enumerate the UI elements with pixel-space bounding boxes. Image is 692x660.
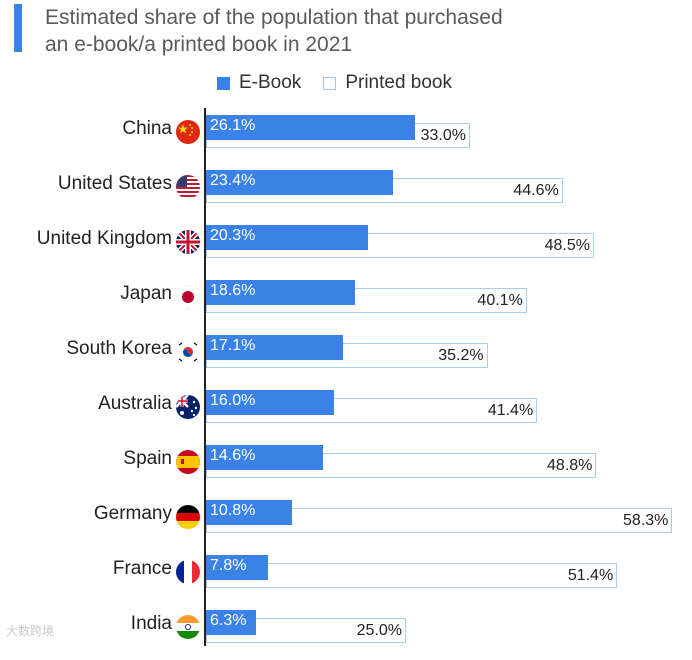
bar-ebook (206, 335, 343, 360)
data-label-ebook: 10.8% (210, 502, 256, 519)
y-axis-line (204, 108, 206, 646)
bar-ebook (206, 445, 323, 470)
chart-title-line-2: an e-book/a printed book in 2021 (45, 33, 353, 56)
data-label-ebook: 6.3% (210, 612, 247, 629)
data-label-printed: 35.2% (438, 347, 484, 364)
usa-flag-icon (176, 175, 200, 199)
data-label-printed: 51.4% (567, 567, 614, 584)
data-label-ebook: 20.3% (210, 227, 256, 244)
india-flag-icon (176, 615, 200, 639)
china-flag-icon (176, 120, 200, 144)
category-label: France (112, 558, 172, 579)
bar-row-germany: Germany 10.8% 58.3% (0, 495, 692, 550)
category-label: Spain (123, 448, 172, 469)
legend-swatch-ebook (217, 76, 230, 90)
australia-flag-icon (176, 395, 200, 419)
legend-label-ebook: E-Book (239, 72, 302, 93)
data-label-ebook: 7.8% (210, 557, 247, 574)
germany-flag-icon (176, 505, 200, 529)
legend-item-ebook: E-Book (217, 72, 301, 94)
data-label-printed: 25.0% (356, 622, 402, 639)
south-korea-flag-icon (176, 340, 200, 364)
bar-ebook (206, 610, 257, 635)
category-label: Germany (93, 503, 172, 524)
bar-ebook (206, 280, 355, 305)
bar-row-france: France 7.8% 51.4% (0, 550, 692, 605)
data-label-printed: 48.5% (544, 237, 590, 254)
legend-item-printed: Printed book (323, 72, 452, 94)
category-label: Australia (98, 393, 172, 414)
category-label: India (130, 613, 172, 634)
bar-ebook (206, 500, 293, 525)
watermark: 大数跨境 (6, 624, 55, 638)
chart-title: Estimated share of the population that p… (45, 4, 665, 58)
category-label: United Kingdom (36, 228, 172, 249)
chart-legend: E-Book Printed book (217, 72, 474, 94)
data-label-ebook: 26.1% (210, 117, 256, 134)
bar-row-united-kingdom: United Kingdom 20.3% 48.5% (0, 220, 692, 275)
legend-swatch-printed (323, 76, 337, 90)
bar-row-united-states: United States 23.4% 44.6% (0, 165, 692, 220)
category-label: South Korea (66, 338, 172, 359)
uk-flag-icon (176, 230, 200, 254)
bar-ebook (206, 115, 415, 140)
data-label-ebook: 18.6% (210, 282, 256, 299)
category-label: United States (57, 173, 172, 194)
bar-ebook (206, 170, 394, 195)
category-label: China (122, 118, 172, 139)
data-label-printed: 40.1% (477, 292, 523, 309)
spain-flag-icon (176, 450, 200, 474)
data-label-printed: 41.4% (487, 402, 534, 419)
data-label-printed: 33.0% (420, 127, 466, 144)
bar-ebook (206, 390, 334, 415)
bar-ebook (206, 225, 369, 250)
bar-row-india: India 6.3% 25.0% (0, 605, 692, 660)
data-label-printed: 58.3% (623, 512, 669, 529)
legend-label-printed: Printed book (345, 72, 452, 93)
bar-printed-book (206, 563, 618, 588)
japan-flag-icon (176, 285, 200, 309)
bar-row-australia: Australia 16.0% 41.4% (0, 385, 692, 440)
data-label-ebook: 17.1% (210, 337, 256, 354)
title-accent-bar (14, 4, 22, 52)
bar-row-south-korea: South Korea 17.1% 35.2% (0, 330, 692, 385)
data-label-printed: 44.6% (513, 182, 559, 199)
data-label-ebook: 23.4% (210, 172, 256, 189)
bar-row-china: China 26.1% 33.0% (0, 110, 692, 165)
data-label-ebook: 14.6% (210, 447, 256, 464)
chart-title-line-1: Estimated share of the population that p… (45, 6, 503, 29)
data-label-printed: 48.8% (547, 457, 593, 474)
bar-row-japan: Japan 18.6% 40.1% (0, 275, 692, 330)
bar-row-spain: Spain 14.6% 48.8% (0, 440, 692, 495)
data-label-ebook: 16.0% (210, 392, 256, 409)
bar-ebook (206, 555, 269, 580)
france-flag-icon (176, 560, 200, 584)
category-label: Japan (120, 283, 172, 304)
